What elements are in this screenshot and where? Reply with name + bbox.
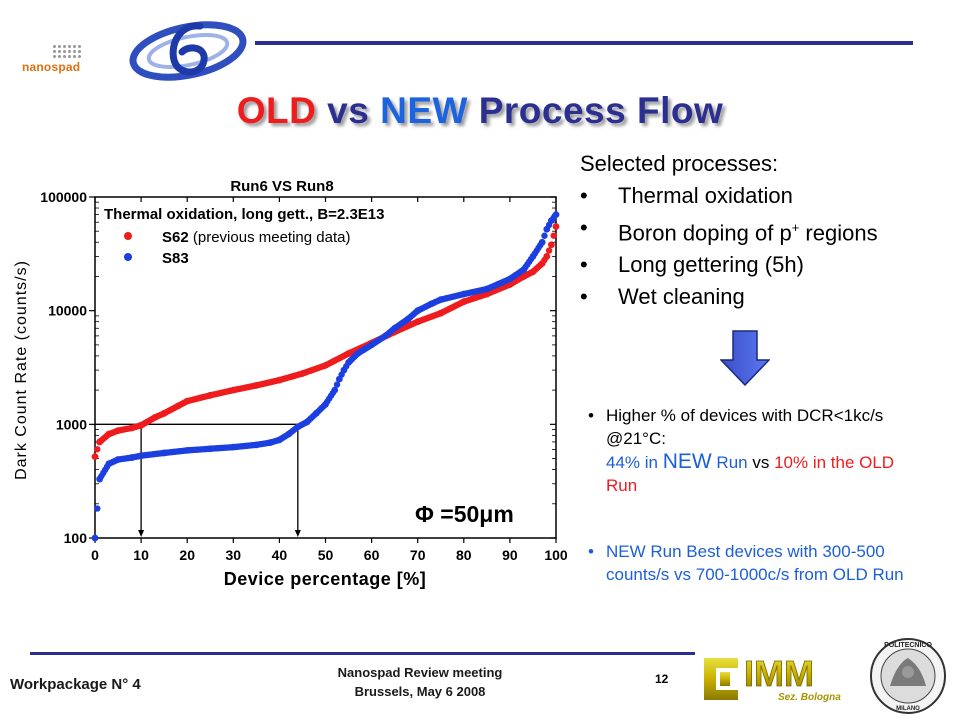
data-point [552,223,560,230]
y-tick-label: 1000 [56,416,87,432]
seal-text-bottom: MILANO [896,706,920,712]
result-bullet-1: Higher % of devices with DCR<1kc/s @21°C… [588,404,928,497]
data-point [91,534,99,542]
series-dot [541,232,548,239]
nanospad-dots-icon [52,44,82,60]
legend-marker-s83 [124,253,132,261]
process-item-text: Boron doping of p [618,220,792,246]
data-point [543,253,551,260]
result-new-word: NEW [662,450,712,473]
x-tick-label: 70 [410,547,426,563]
result-vs: vs [752,453,770,472]
x-tick-label: 30 [226,547,242,563]
series-s62 [91,223,560,461]
chart-title: Run6 VS Run8 [230,178,333,195]
x-tick-label: 50 [318,547,334,563]
x-tick-label: 10 [133,547,149,563]
y-tick-label: 10000 [48,303,87,319]
down-arrow-icon [720,330,770,386]
right-panel: Selected processes: Thermal oxidation Bo… [580,148,950,313]
reference-arrowhead [294,530,301,537]
fp6-logo [129,21,247,81]
title-process-flow: Process Flow [478,90,724,131]
x-tick-label: 40 [272,547,288,563]
series-dot [333,381,341,388]
seal-text-top: POLITECNICO [884,642,932,649]
nanospad-logo-text: nanospad [22,60,81,74]
x-tick-label: 100 [544,547,568,563]
politecnico-seal: POLITECNICO MILANO [870,638,946,714]
data-point [538,238,546,246]
title-vs: vs [327,90,370,131]
process-item-tail: regions [799,220,878,246]
legend-note-s62: (previous meeting data) [189,229,351,246]
data-point [547,241,555,249]
x-tick-label: 20 [179,547,195,563]
series-s83 [91,211,560,542]
processes-heading: Selected processes: [580,151,779,176]
series-group [91,211,560,542]
chart-annotation: Φ =50μm [415,501,514,527]
process-item: Long gettering (5h) [580,249,950,281]
result-new-pct: 44% in [606,453,663,472]
y-tick-label: 100000 [40,189,87,205]
series-dot [94,505,101,512]
y-tick-label: 100 [64,530,88,546]
processes-list: Thermal oxidation Boron doping of p+ reg… [580,180,950,313]
process-item-sup: + [791,220,800,235]
reference-arrowhead [138,530,145,537]
title-old: OLD [236,90,317,131]
result-bullet-1-intro: Higher % of devices with DCR<1kc/s @21°C… [606,406,884,448]
x-tick-label: 80 [456,547,472,563]
process-item: Wet cleaning [580,281,950,313]
x-tick-label: 0 [91,547,99,563]
result-bullet-2: NEW Run Best devices with 300-500 counts… [588,540,928,586]
meeting-info: Nanospad Review meeting Brussels, May 6 … [300,663,540,701]
legend-name-s62: S62 [162,229,189,246]
page-number: 12 [655,672,669,686]
legend-entry-s83: S83 [162,250,189,267]
chart-subtitle: Thermal oxidation, long gett., B=2.3E13 [104,206,384,223]
process-item: Thermal oxidation [580,180,950,212]
imm-logo: IMM Sez. Bologna [704,653,841,703]
imm-logo-subtext: Sez. Bologna [778,692,841,703]
title-new: NEW [380,90,468,131]
reference-lines [95,423,301,537]
y-axis-label: Dark Count Rate (counts/s) [13,260,30,480]
workpackage-label: Workpackage N° 4 [10,676,141,693]
meeting-line-1: Nanospad Review meeting [337,665,503,680]
process-item: Boron doping of p+ regions [580,212,950,249]
y-axis: 100 1000 10000 100000 [40,189,556,546]
legend-marker-s62 [124,232,132,240]
bottom-rule [30,652,695,655]
data-point [91,453,99,461]
legend-entry-s62: S62 (previous meeting data) [162,229,350,246]
series-dot [550,232,557,239]
series-dot [94,446,101,453]
meeting-line-2: Brussels, May 6 2008 [354,684,486,699]
x-axis: 0 10 20 30 40 50 60 70 80 90 100 [91,197,568,563]
x-tick-label: 90 [502,547,518,563]
data-point [552,211,560,219]
data-point [331,386,339,394]
top-rule [255,41,913,45]
series-dot [545,247,553,254]
nanospad-logo: nanospad [22,44,92,76]
slide-title: OLD vs NEW Process Flow [0,90,960,132]
x-tick-label: 60 [364,547,380,563]
x-axis-label: Device percentage [%] [224,569,427,589]
result-run: Run [711,453,753,472]
imm-logo-text: IMM [744,653,814,694]
result-old-pct: 10% in the OLD Run [606,453,895,495]
